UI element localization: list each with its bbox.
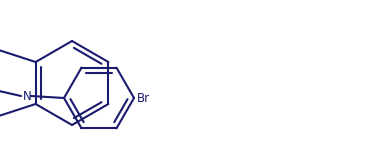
- Text: N: N: [23, 90, 32, 103]
- Text: Br: Br: [137, 92, 150, 104]
- Text: Cl: Cl: [0, 94, 1, 107]
